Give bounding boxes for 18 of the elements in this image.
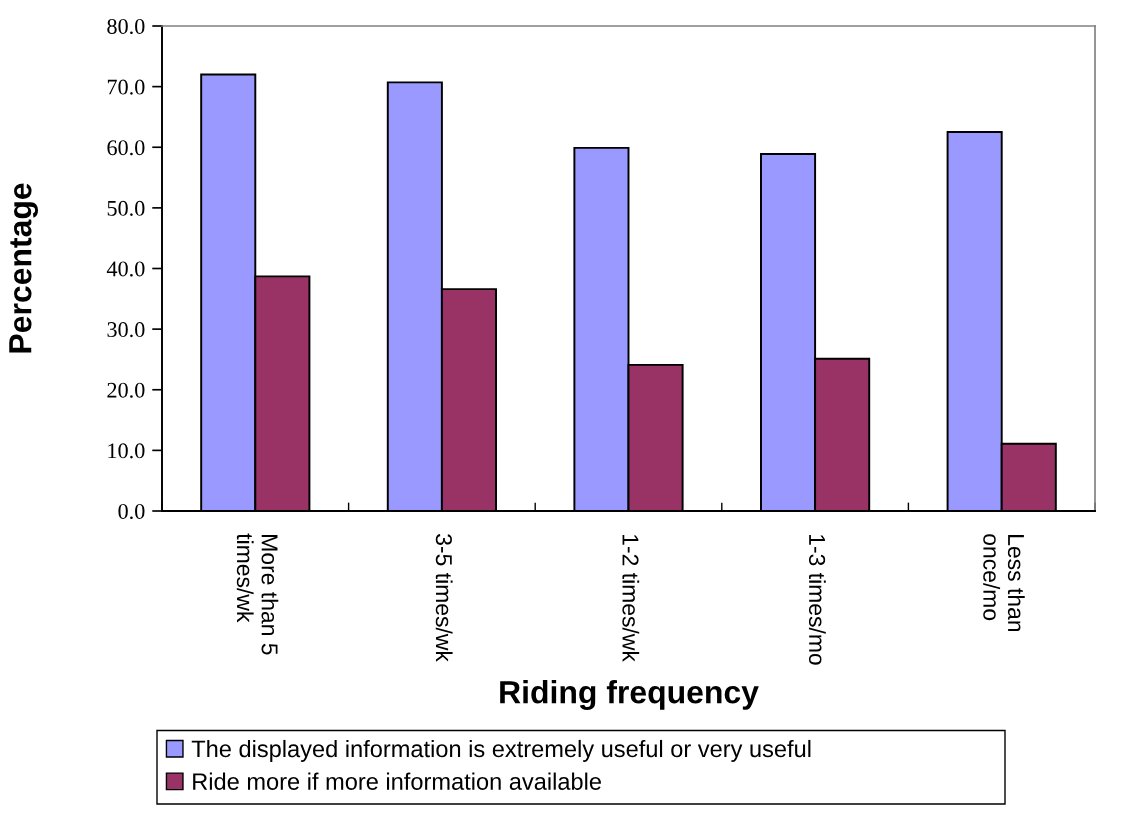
legend-label: The displayed information is extremely useful or very useful <box>191 739 811 762</box>
y-tick-label: 80.0 <box>107 18 145 35</box>
y-tick-label: 40.0 <box>106 261 145 277</box>
y-tick-label: 60.0 <box>107 140 145 156</box>
x-axis-title: Riding frequency <box>500 680 759 710</box>
y-tick-label: 10.0 <box>108 443 145 459</box>
y-axis-title: Percentage <box>9 183 38 353</box>
y-tick-label: 70.0 <box>107 79 145 95</box>
y-tick-label: 20.0 <box>107 382 145 398</box>
x-tick-label: 1-3 times/mo <box>808 534 826 665</box>
y-tick-label: 0.0 <box>118 503 145 520</box>
x-tick-label: 1-2 times/wk <box>622 534 640 662</box>
x-tick-label: Less than once/mo <box>983 534 1025 632</box>
x-tick-label: More than 5 times/wk <box>236 533 279 655</box>
legend-label: Ride more if more information available <box>193 772 601 790</box>
y-tick-label: 50.0 <box>107 200 145 216</box>
y-tick-label: 30.0 <box>107 322 145 338</box>
x-tick-label: 3-5 times/wk <box>435 534 453 662</box>
